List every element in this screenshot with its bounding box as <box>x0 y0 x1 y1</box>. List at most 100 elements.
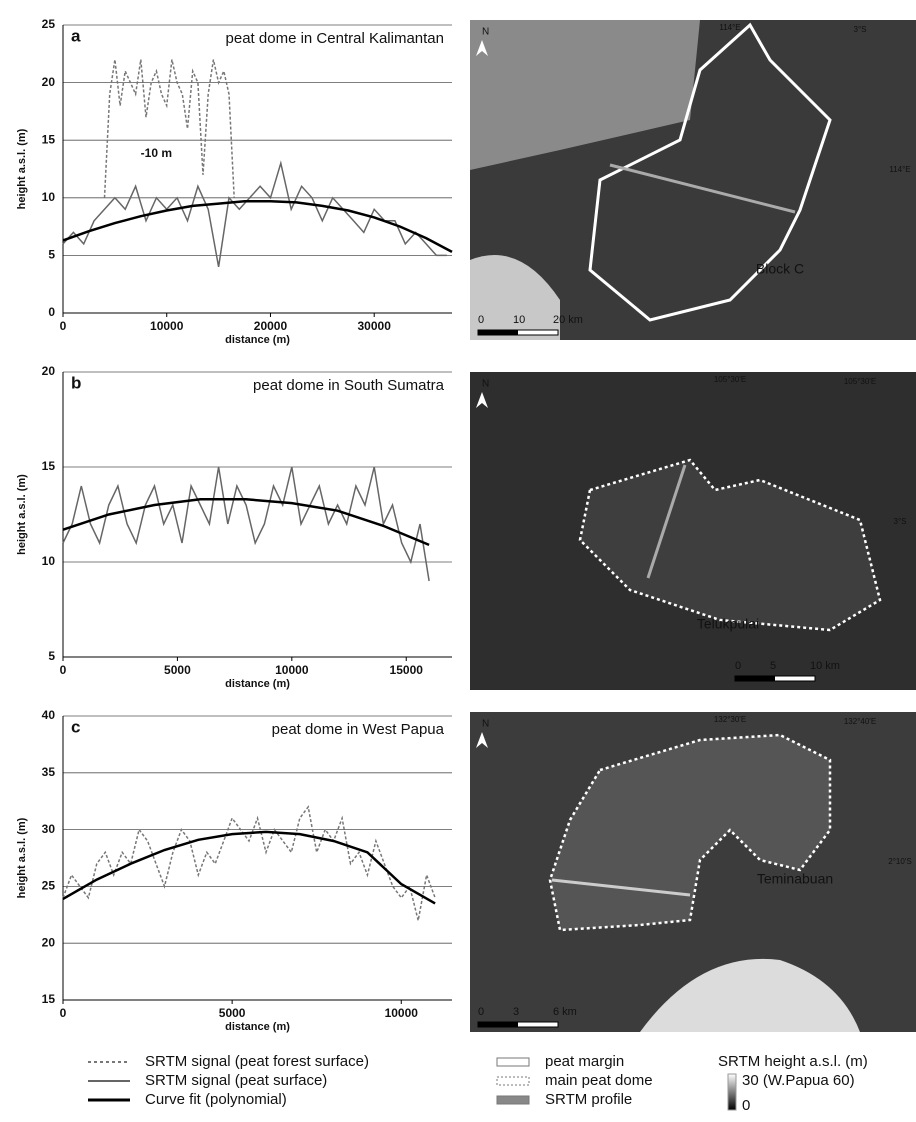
peat-margin <box>588 22 832 322</box>
legend-swatch <box>496 1076 530 1086</box>
place-label: Block C <box>756 261 804 277</box>
scale-label: 6 km <box>553 1006 577 1018</box>
coordinate-label: 114°E <box>719 23 740 32</box>
series-line <box>62 498 430 547</box>
coordinate-label: 105°30'E <box>714 375 746 384</box>
x-axis-label: distance (m) <box>225 334 290 346</box>
maps <box>470 20 916 1032</box>
x-tick-label: 5000 <box>164 663 191 677</box>
y-axis-label: height a.s.l. (m) <box>16 474 28 555</box>
peat-margin <box>578 458 882 632</box>
legend-label: SRTM signal (peat surface) <box>145 1072 327 1089</box>
series-line <box>62 830 436 905</box>
y-tick-label: 25 <box>42 879 56 893</box>
series-line <box>62 160 447 268</box>
north-arrow <box>476 732 488 748</box>
scale-label: 0 <box>735 660 741 672</box>
scale-label: 0 <box>478 314 484 326</box>
panel-letter: b <box>71 373 81 392</box>
scale-label: 10 <box>513 314 525 326</box>
color-scale-max: 30 (W.Papua 60) <box>742 1072 855 1089</box>
chart-title: peat dome in Central Kalimantan <box>226 30 444 47</box>
y-tick-label: 20 <box>42 364 56 378</box>
y-axis-label: height a.s.l. (m) <box>16 817 28 898</box>
series-line <box>62 805 436 921</box>
scale-label: 20 km <box>553 314 583 326</box>
scale-label: 5 <box>770 660 776 672</box>
scale-bar-half <box>735 676 775 681</box>
map-terrain <box>470 20 700 170</box>
profile-line <box>609 163 796 214</box>
x-axis-label: distance (m) <box>225 1021 290 1033</box>
coordinate-label: 3°S <box>894 517 907 526</box>
profile-line <box>646 464 687 579</box>
y-tick-label: 0 <box>48 305 55 319</box>
coordinate-label: 2°10'S <box>888 857 911 866</box>
y-tick-label: 35 <box>42 765 56 779</box>
panel-letter: a <box>71 26 81 45</box>
coordinate-label: 105°30'E <box>844 377 876 386</box>
chart-title: peat dome in West Papua <box>272 721 445 738</box>
y-tick-label: 5 <box>48 248 55 262</box>
x-axis-label: distance (m) <box>225 678 290 690</box>
legend-label: Curve fit (polynomial) <box>145 1091 287 1108</box>
north-arrow-label: N <box>482 27 489 38</box>
y-tick-label: 5 <box>48 649 55 663</box>
x-tick-label: 10000 <box>385 1006 419 1020</box>
y-tick-label: 40 <box>42 708 56 722</box>
north-arrow-label: N <box>482 379 489 390</box>
map-sea <box>470 255 560 340</box>
north-arrow <box>476 392 488 408</box>
place-label: Teminabuan <box>757 871 833 887</box>
legend-swatch <box>496 1057 530 1067</box>
x-tick-label: 10000 <box>150 319 184 333</box>
north-arrow <box>476 40 488 56</box>
place-label: Telukpulai <box>697 616 759 632</box>
x-tick-label: 0 <box>60 663 67 677</box>
coordinate-label: 132°30'E <box>714 715 746 724</box>
x-tick-label: 30000 <box>358 319 392 333</box>
scale-bar-half <box>478 1022 518 1027</box>
scale-label: 10 km <box>810 660 840 672</box>
x-tick-label: 15000 <box>390 663 424 677</box>
y-tick-label: 10 <box>42 554 56 568</box>
x-tick-label: 20000 <box>254 319 288 333</box>
x-tick-label: 0 <box>60 1006 67 1020</box>
map-sea <box>640 958 860 1032</box>
color-scale-min: 0 <box>742 1097 750 1114</box>
y-tick-label: 30 <box>42 822 56 836</box>
series-line <box>103 59 235 198</box>
annotation: -10 m <box>141 146 172 160</box>
coordinate-label: 114°E <box>889 165 910 174</box>
x-tick-label: 10000 <box>275 663 309 677</box>
scale-label: 0 <box>478 1006 484 1018</box>
y-tick-label: 10 <box>42 190 56 204</box>
y-tick-label: 15 <box>42 132 56 146</box>
y-tick-label: 15 <box>42 992 56 1006</box>
coordinate-label: 132°40'E <box>844 717 876 726</box>
legend-title: SRTM height a.s.l. (m) <box>718 1053 868 1070</box>
north-arrow-label: N <box>482 719 489 730</box>
y-tick-label: 15 <box>42 459 56 473</box>
y-axis-label: height a.s.l. (m) <box>16 128 28 209</box>
peat-margin <box>548 733 832 932</box>
scale-label: 3 <box>513 1006 519 1018</box>
profile-line <box>551 878 691 897</box>
panel-letter: c <box>71 717 80 736</box>
y-tick-label: 20 <box>42 75 56 89</box>
coordinate-label: 3°S <box>854 25 867 34</box>
chart-title: peat dome in South Sumatra <box>253 377 445 394</box>
legend-label: peat margin <box>545 1053 624 1070</box>
legend-label: main peat dome <box>545 1072 653 1089</box>
color-scale <box>727 1073 737 1111</box>
series-line <box>62 200 453 254</box>
legend-label: SRTM signal (peat forest surface) <box>145 1053 369 1070</box>
legend-label: SRTM profile <box>545 1091 632 1108</box>
y-tick-label: 20 <box>42 935 56 949</box>
y-tick-label: 25 <box>42 17 56 31</box>
x-tick-label: 5000 <box>219 1006 246 1020</box>
scale-bar-half <box>478 330 518 335</box>
legend-swatch <box>496 1095 530 1105</box>
x-tick-label: 0 <box>60 319 67 333</box>
